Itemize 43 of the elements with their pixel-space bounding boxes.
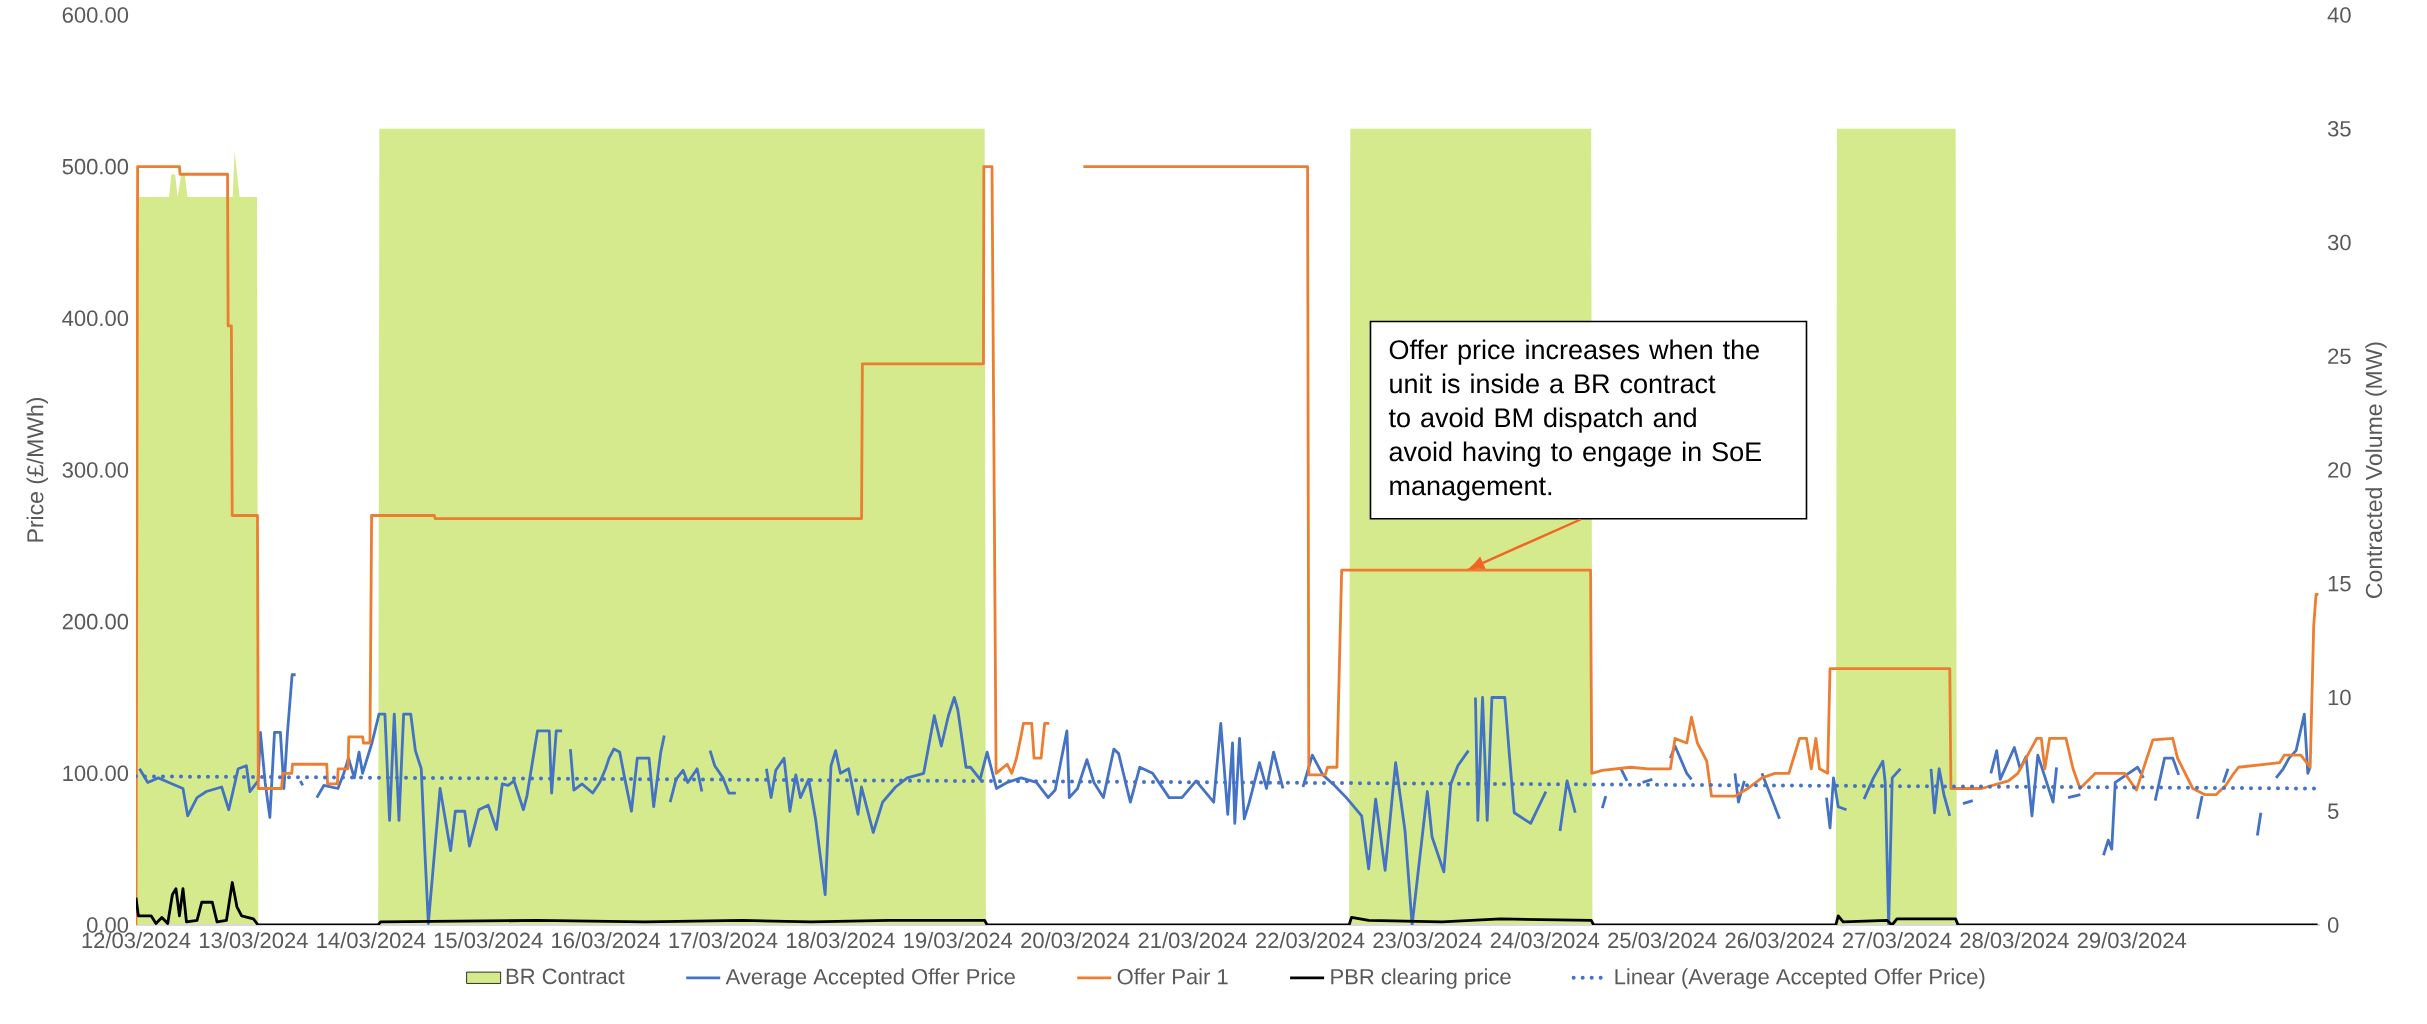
x-tick-label: 26/03/2024 xyxy=(1725,932,1834,949)
y2-tick-label: 40 xyxy=(2327,7,2351,23)
y2-tick-label: 20 xyxy=(2328,462,2351,478)
y-tick-label: 300.00 xyxy=(62,462,129,478)
x-tick-label: 29/03/2024 xyxy=(2077,932,2187,949)
x-tick-label: 22/03/2024 xyxy=(1256,932,1365,949)
y-tick-label: 0.00 xyxy=(87,917,129,933)
x-tick-label: 23/03/2024 xyxy=(1373,932,1482,949)
y-tick-label: 500.00 xyxy=(62,158,129,175)
x-tick-label: 24/03/2024 xyxy=(1490,932,1600,949)
x-tick-label: 25/03/2024 xyxy=(1608,932,1717,949)
legend-label: Offer Pair 1 xyxy=(1117,968,1228,985)
x-tick-label: 14/03/2024 xyxy=(317,932,426,949)
y2-tick-label: 5 xyxy=(2327,803,2339,819)
line-series xyxy=(136,881,2319,925)
y2-tick-label: 10 xyxy=(2328,689,2351,706)
legend-label: Average Accepted Offer Price xyxy=(725,968,1015,989)
legend-label: Linear (Average Accepted Offer Price) xyxy=(1615,968,1985,989)
y2-tick-label: 15 xyxy=(2328,576,2351,592)
x-tick-label: 15/03/2024 xyxy=(434,932,543,949)
legend-label: BR Contract xyxy=(506,968,625,985)
x-tick-label: 13/03/2024 xyxy=(200,932,308,949)
y-tick-label: 200.00 xyxy=(62,613,129,630)
y-tick-label: 400.00 xyxy=(62,310,129,327)
y-tick-label: 100.00 xyxy=(63,765,129,782)
x-tick-label: 18/03/2024 xyxy=(787,932,895,949)
y2-tick-label: 25 xyxy=(2328,348,2351,365)
y2-axis-title: Contracted Volume (MW) xyxy=(2365,342,2387,598)
y-tick-label: 600.00 xyxy=(62,7,129,23)
y2-tick-label: 0 xyxy=(2327,917,2339,933)
x-tick-label: 19/03/2024 xyxy=(904,932,1013,949)
x-tick-label: 17/03/2024 xyxy=(669,932,778,949)
x-tick-label: 12/03/2024 xyxy=(82,932,191,949)
x-tick-label: 27/03/2024 xyxy=(1842,932,1952,949)
y-axis-title: Price (£/MWh) xyxy=(26,397,48,542)
x-tick-label: 21/03/2024 xyxy=(1138,932,1247,949)
x-tick-label: 20/03/2024 xyxy=(1021,932,1130,949)
y2-tick-label: 30 xyxy=(2327,234,2351,251)
x-tick-label: 16/03/2024 xyxy=(552,932,660,949)
annotation: Offer price increases when the unit is inside a BR contract to avoid BM dispatch and avoid having to engage in SoE management. xyxy=(1388,339,1761,501)
y2-tick-label: 35 xyxy=(2327,120,2351,137)
legend-label: PBR clearing price xyxy=(1331,968,1511,989)
x-tick-label: 28/03/2024 xyxy=(1960,932,2069,949)
